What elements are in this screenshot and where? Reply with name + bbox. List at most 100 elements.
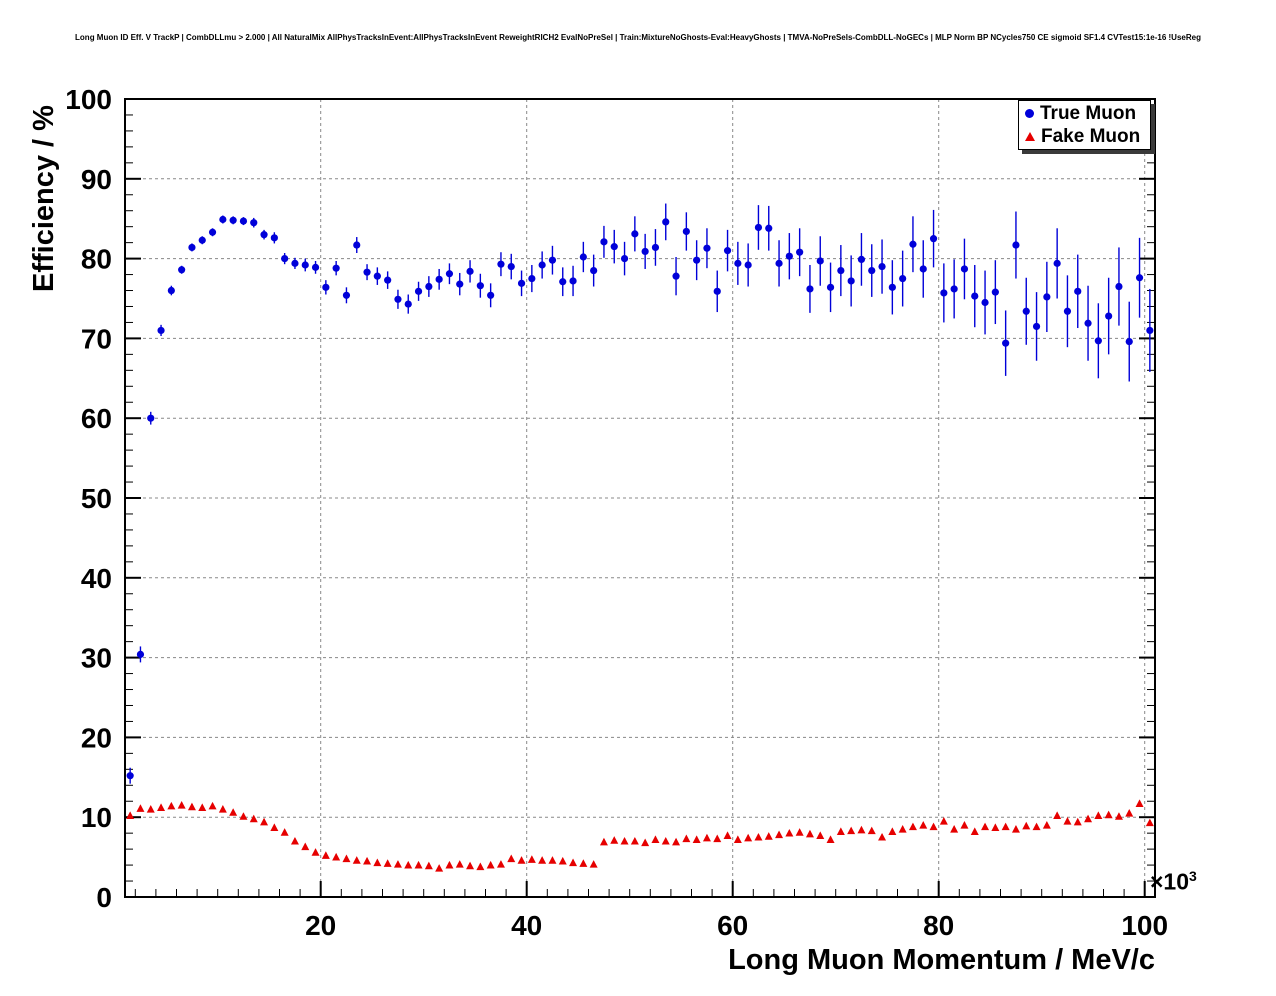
true-muon-marker-icon <box>1025 109 1034 118</box>
x-scale-exponent: 3 <box>1189 868 1197 884</box>
data-point-true-muon <box>559 278 567 286</box>
data-point-fake-muon <box>857 825 866 834</box>
data-point-fake-muon <box>187 802 196 811</box>
data-point-fake-muon <box>939 816 948 825</box>
x-tick-label: 80 <box>923 910 954 941</box>
data-point-fake-muon <box>301 842 310 851</box>
data-point-true-muon <box>610 243 618 251</box>
data-point-fake-muon <box>1084 814 1093 823</box>
data-point-fake-muon <box>455 860 464 868</box>
data-point-fake-muon <box>280 828 289 836</box>
data-point-fake-muon <box>950 824 959 833</box>
legend-entry-true-muon-label: True Muon <box>1040 102 1137 124</box>
data-point-fake-muon <box>476 862 485 871</box>
data-point-fake-muon <box>651 835 660 843</box>
data-point-fake-muon <box>1114 812 1123 820</box>
data-point-true-muon <box>672 272 680 280</box>
data-point-true-muon <box>888 283 896 291</box>
data-point-fake-muon <box>878 832 887 841</box>
data-point-true-muon <box>651 243 660 252</box>
data-point-true-muon <box>147 414 155 422</box>
data-point-true-muon <box>425 282 433 291</box>
data-point-fake-muon <box>713 834 722 843</box>
data-point-fake-muon <box>991 823 1000 831</box>
data-point-fake-muon <box>816 831 825 839</box>
y-tick-label: 80 <box>81 244 112 275</box>
data-point-fake-muon <box>486 860 495 869</box>
data-point-true-muon <box>1135 274 1144 282</box>
data-point-true-muon <box>281 255 289 263</box>
legend-entry-true-muon: True Muon <box>1019 102 1150 125</box>
data-point-true-muon <box>342 291 351 299</box>
data-point-true-muon <box>981 298 989 307</box>
fake-muon-marker-icon <box>1025 132 1035 141</box>
data-point-true-muon <box>1125 337 1133 346</box>
data-point-fake-muon <box>527 855 536 863</box>
y-tick-label: 20 <box>81 722 112 753</box>
data-point-fake-muon <box>270 823 279 831</box>
y-tick-label: 90 <box>81 164 112 195</box>
data-point-true-muon <box>456 280 464 288</box>
data-point-true-muon <box>734 259 742 267</box>
plot-frame <box>124 98 1156 898</box>
data-point-fake-muon <box>538 856 547 864</box>
data-point-true-muon <box>579 253 587 261</box>
data-point-true-muon <box>754 223 763 232</box>
data-point-true-muon <box>311 263 320 271</box>
data-point-fake-muon <box>352 856 361 864</box>
data-point-fake-muon <box>723 831 732 839</box>
data-point-fake-muon <box>589 860 598 868</box>
data-point-fake-muon <box>1011 824 1020 833</box>
data-point-true-muon <box>1074 287 1082 295</box>
data-point-fake-muon <box>630 836 639 845</box>
data-point-true-muon <box>950 285 958 293</box>
data-point-true-muon <box>796 248 804 256</box>
y-tick-label: 70 <box>81 323 112 354</box>
x-tick-label: 100 <box>1121 910 1168 941</box>
data-point-true-muon <box>620 255 629 263</box>
data-point-true-muon <box>384 276 392 284</box>
data-point-fake-muon <box>970 827 979 835</box>
data-point-true-muon <box>198 236 206 244</box>
data-point-fake-muon <box>682 834 691 843</box>
data-point-true-muon <box>188 243 196 252</box>
data-point-true-muon <box>806 285 814 293</box>
data-point-true-muon <box>178 266 186 274</box>
data-point-true-muon <box>1094 337 1102 345</box>
data-point-fake-muon <box>332 852 341 861</box>
y-tick-label: 50 <box>81 483 112 514</box>
data-point-fake-muon <box>414 860 423 869</box>
data-point-true-muon <box>497 260 505 268</box>
y-tick-label: 40 <box>81 563 112 594</box>
data-point-true-muon <box>929 235 938 243</box>
data-point-fake-muon <box>1001 822 1010 831</box>
y-tick-label: 100 <box>65 84 112 115</box>
data-point-true-muon <box>517 279 526 287</box>
data-point-true-muon <box>1053 259 1061 267</box>
axis-ticks <box>125 98 1155 898</box>
data-point-fake-muon <box>177 801 186 809</box>
data-point-true-muon <box>1012 241 1020 249</box>
data-point-true-muon <box>332 264 340 272</box>
data-point-fake-muon <box>579 859 588 867</box>
data-point-true-muon <box>1043 293 1051 301</box>
chart-title: Long Muon ID Eff. V TrackP | CombDLLmu >… <box>75 33 1201 42</box>
data-point-fake-muon <box>1032 822 1041 831</box>
data-point-true-muon <box>857 255 866 263</box>
data-point-true-muon <box>353 241 361 249</box>
data-point-fake-muon <box>908 822 917 831</box>
data-point-fake-muon <box>795 828 804 836</box>
data-point-true-muon <box>476 282 484 290</box>
data-point-true-muon <box>662 218 670 226</box>
data-point-fake-muon <box>136 804 145 812</box>
data-point-true-muon <box>878 262 886 271</box>
data-point-fake-muon <box>1145 818 1154 827</box>
data-point-fake-muon <box>1022 821 1031 830</box>
data-point-fake-muon <box>775 830 784 839</box>
data-point-true-muon <box>868 266 876 275</box>
data-point-fake-muon <box>321 851 330 859</box>
data-point-fake-muon <box>239 812 248 820</box>
data-point-true-muon <box>631 230 639 238</box>
data-point-fake-muon <box>363 856 372 865</box>
data-point-fake-muon <box>424 861 433 870</box>
